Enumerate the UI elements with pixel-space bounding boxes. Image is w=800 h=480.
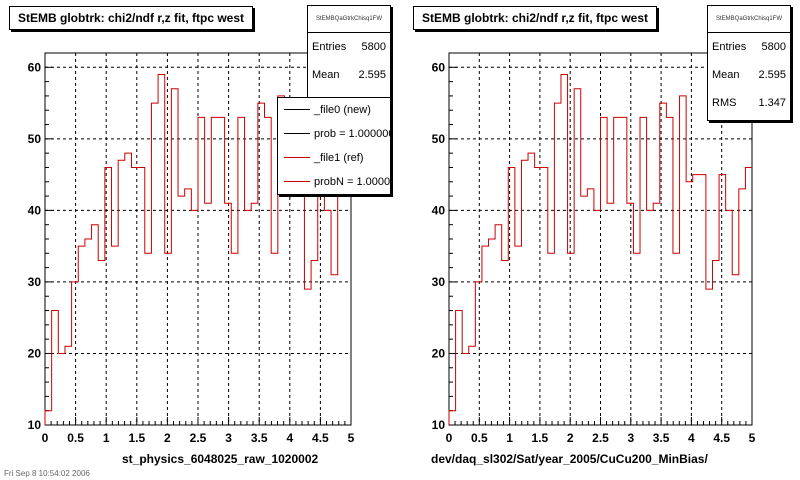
chart-title-left: StEMB globtrk: chi2/ndf r,z fit, ftpc we… [9, 6, 254, 30]
right-x-tick-label-5: 2.5 [592, 431, 609, 445]
left-y-tick-label-3: 40 [28, 203, 42, 217]
left-y-tick-label-5: 60 [28, 60, 42, 74]
right-y-tick-label-2: 30 [432, 275, 446, 289]
right-x-tick-label-2: 1 [506, 431, 513, 445]
legend-swatch-probn [284, 181, 310, 182]
chart-title-right: StEMB globtrk: chi2/ndf r,z fit, ftpc we… [413, 6, 658, 30]
stats-rms-row-right: RMS 1.347 [708, 89, 790, 117]
right-x-tick-label-10: 5 [749, 431, 756, 445]
left-x-tick-label-9: 4.5 [312, 431, 329, 445]
stats-mean-label-left: Mean [312, 69, 340, 81]
legend-label-prob: prob = 1.000000 [314, 128, 391, 140]
left-y-tick-label-1: 20 [28, 346, 42, 360]
right-x-tick-label-4: 2 [567, 431, 574, 445]
stats-mean-label-right: Mean [712, 69, 740, 81]
legend-label-file0: _file0 (new) [314, 104, 371, 116]
stats-rms-label-right: RMS [712, 97, 737, 109]
stats-box-right: StEMBQaGtrkChisq1FW Entries 5800 Mean 2.… [707, 5, 791, 121]
stats-mean-value-right: 2.595 [758, 69, 786, 81]
right-y-tick-label-3: 40 [432, 203, 446, 217]
legend-label-probn: probN = 1.000000 [314, 176, 391, 188]
legend-item-probn: probN = 1.000000 [278, 170, 390, 194]
stats-mean-row-left: Mean 2.595 [308, 61, 390, 89]
right-y-tick-label-0: 10 [432, 418, 446, 432]
left-y-tick-label-4: 50 [28, 132, 42, 146]
right-series-0-line [448, 73, 752, 425]
right-y-tick-label-5: 60 [432, 60, 446, 74]
left-x-tick-label-5: 2.5 [190, 431, 207, 445]
stats-entries-row-left: Entries 5800 [308, 33, 390, 61]
stats-name-right: StEMBQaGtrkChisq1FW [708, 6, 790, 33]
histogram-pad-right: 0 0.5 1 1.5 2 2.5 3 3.5 4 4.5 5 10 20 30 40 50 60 StEMB … [400, 0, 800, 470]
stats-entries-value-right: 5800 [761, 41, 786, 53]
left-x-tick-label-6: 3 [225, 431, 232, 445]
left-x-tick-label-2: 1 [103, 431, 110, 445]
histogram-pad-left: 0 0.5 1 1.5 2 2.5 3 3.5 4 4.5 5 10 20 30 40 50 60 StEMB … [0, 0, 400, 470]
legend-swatch-file0 [284, 109, 310, 110]
right-x-tick-label-7: 3.5 [653, 431, 670, 445]
left-x-tick-label-8: 4 [286, 431, 293, 445]
left-x-tick-label-1: 0.5 [67, 431, 84, 445]
stats-entries-value-left: 5800 [361, 41, 386, 53]
legend-item-file1: _file1 (ref) [278, 146, 390, 170]
x-axis-label-right: dev/daq_sl302/Sat/year_2005/CuCu200_MinB… [431, 452, 708, 466]
footer-timestamp: Fri Sep 8 10:54:02 2006 [4, 469, 90, 478]
legend-item-prob: prob = 1.000000 [278, 122, 390, 146]
stats-entries-row-right: Entries 5800 [708, 33, 790, 61]
right-y-tick-label-4: 50 [432, 132, 446, 146]
legend-label-file1: _file1 (ref) [314, 152, 364, 164]
legend-box: _file0 (new) prob = 1.000000 _file1 (ref… [277, 97, 391, 195]
x-axis-label-left: st_physics_6048025_raw_1020002 [122, 452, 319, 466]
stats-entries-label-left: Entries [312, 41, 347, 53]
left-y-tick-label-0: 10 [28, 418, 42, 432]
left-x-tick-label-3: 1.5 [128, 431, 145, 445]
left-y-tick-label-2: 30 [28, 275, 42, 289]
stats-mean-row-right: Mean 2.595 [708, 61, 790, 89]
left-x-tick-label-7: 3.5 [251, 431, 268, 445]
stats-rms-value-right: 1.347 [758, 97, 786, 109]
left-x-tick-label-10: 5 [348, 431, 355, 445]
right-x-tick-label-6: 3 [627, 431, 634, 445]
histogram-plot-right: 0 0.5 1 1.5 2 2.5 3 3.5 4 4.5 5 10 20 30 40 50 60 [432, 52, 756, 445]
left-x-tick-label-0: 0 [42, 431, 49, 445]
legend-swatch-file1 [284, 157, 310, 158]
stats-name-left: StEMBQaGtrkChisq1FW [308, 6, 390, 33]
legend-item-file0: _file0 (new) [278, 98, 390, 122]
left-x-tick-label-4: 2 [164, 431, 171, 445]
right-x-tick-label-0: 0 [446, 431, 453, 445]
right-y-tick-label-1: 20 [432, 346, 446, 360]
right-x-tick-label-8: 4 [688, 431, 695, 445]
stats-mean-value-left: 2.595 [358, 69, 386, 81]
right-x-tick-label-1: 0.5 [471, 431, 488, 445]
legend-swatch-prob [284, 133, 310, 134]
stats-entries-label-right: Entries [712, 41, 747, 53]
right-x-tick-label-9: 4.5 [713, 431, 730, 445]
right-x-tick-label-3: 1.5 [532, 431, 549, 445]
